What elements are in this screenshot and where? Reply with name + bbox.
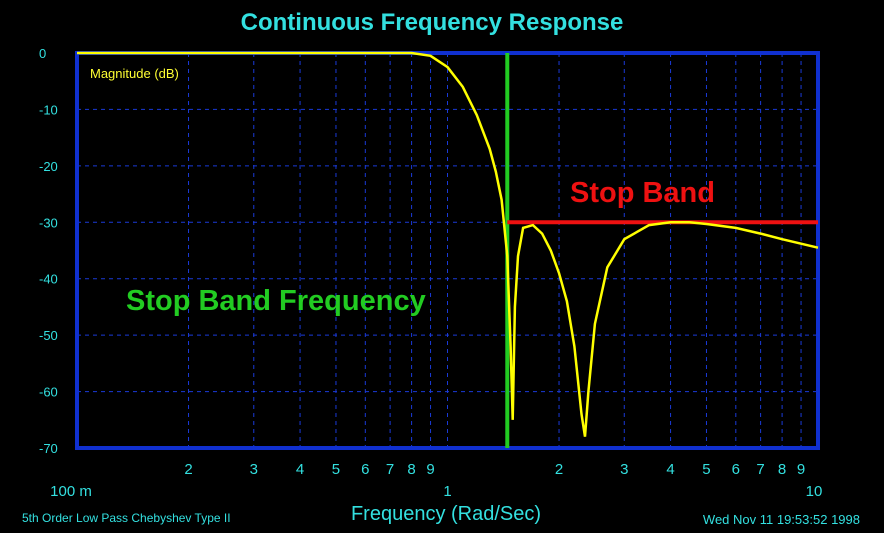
x-tick-label: 8 (407, 461, 415, 478)
x-tick-label: 5 (332, 461, 340, 478)
y-tick-label: -50 (39, 328, 58, 343)
plot-frame (75, 51, 820, 450)
y-axis-label: Magnitude (dB) (90, 66, 179, 81)
x-tick-label: 2 (184, 461, 192, 478)
x-tick-label: 9 (426, 461, 434, 478)
x-decade-label: 1 (443, 483, 451, 500)
y-tick-label: -10 (39, 102, 58, 117)
x-tick-label: 6 (732, 461, 740, 478)
x-tick-label: 9 (797, 461, 805, 478)
y-tick-label: -70 (39, 441, 58, 456)
x-tick-label: 5 (702, 461, 710, 478)
y-tick-labels: 0 -10 -20 -30 -40 -50 -60 -70 (39, 46, 58, 456)
x-decade-label: 10 (806, 483, 823, 500)
y-tick-label: -20 (39, 159, 58, 174)
stop-band-frequency-label: Stop Band Frequency (126, 285, 426, 317)
x-tick-label: 6 (361, 461, 369, 478)
x-tick-label: 2 (555, 461, 563, 478)
x-decade-label: 100 m (50, 483, 92, 500)
timestamp: Wed Nov 11 19:53:52 1998 (703, 512, 860, 527)
x-tick-label: 3 (620, 461, 628, 478)
y-tick-label: 0 (39, 46, 46, 61)
filter-description: 5th Order Low Pass Chebyshev Type II (22, 511, 231, 525)
x-tick-label: 7 (756, 461, 764, 478)
y-tick-label: -40 (39, 272, 58, 287)
x-tick-label: 4 (666, 461, 674, 478)
x-tick-label: 7 (386, 461, 394, 478)
y-tick-label: -30 (39, 215, 58, 230)
chart-title: Continuous Frequency Response (241, 9, 624, 36)
x-axis-label: Frequency (Rad/Sec) (351, 503, 541, 525)
grid-layer (77, 53, 818, 448)
x-tick-label: 3 (250, 461, 258, 478)
y-tick-label: -60 (39, 385, 58, 400)
series-magnitude-line (77, 51, 819, 437)
stop-band-label: Stop Band (570, 177, 715, 209)
x-tick-label: 4 (296, 461, 304, 478)
x-tick-label: 8 (778, 461, 786, 478)
